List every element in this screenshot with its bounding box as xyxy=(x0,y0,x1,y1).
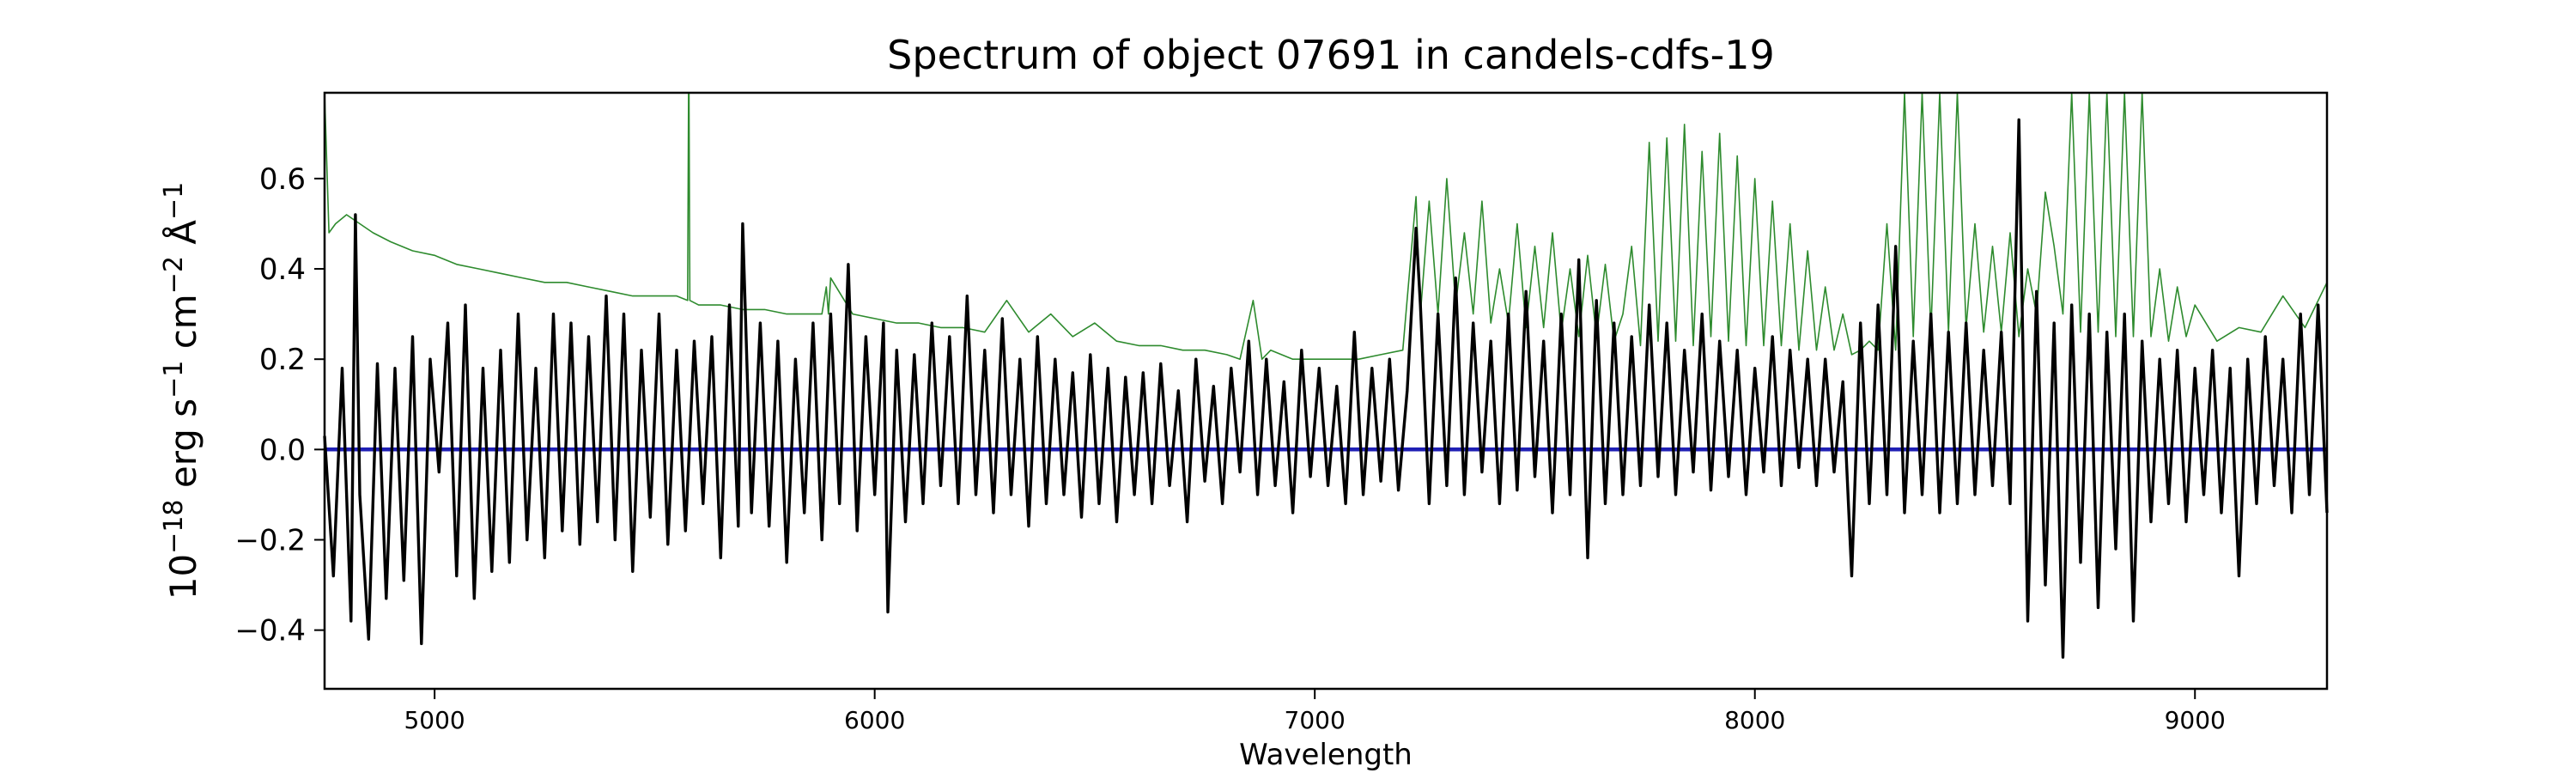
y-tick-label: 0.2 xyxy=(259,343,306,377)
y-tick-label: 0.0 xyxy=(259,433,306,467)
series-layer xyxy=(323,92,2329,659)
x-axis-ticks: 5000 6000 7000 8000 9000 xyxy=(404,689,2226,734)
y-label-exp3: −2 xyxy=(159,256,189,294)
x-tick-label: 8000 xyxy=(1724,706,1785,734)
series-line-flux xyxy=(323,118,2329,659)
plot-area xyxy=(323,91,2329,691)
y-axis-ticks: −0.4 −0.2 0.0 0.2 0.4 0.6 xyxy=(234,162,325,648)
y-axis-label: 10−18 erg s−1 cm−2 Å−1 xyxy=(159,182,204,600)
x-tick-label: 7000 xyxy=(1285,706,1346,734)
y-tick-label: 0.4 xyxy=(259,253,306,287)
y-label-exp1: −18 xyxy=(159,500,189,554)
y-tick-label: 0.6 xyxy=(259,162,306,197)
y-label-unit1: erg s xyxy=(162,399,204,500)
x-tick-label: 6000 xyxy=(844,706,905,734)
y-tick-label: −0.4 xyxy=(234,614,306,648)
x-tick-label: 5000 xyxy=(404,706,465,734)
x-tick-label: 9000 xyxy=(2165,706,2226,734)
x-axis-label: Wavelength xyxy=(1239,738,1413,772)
chart-title: Spectrum of object 07691 in candels-cdfs… xyxy=(887,32,1775,78)
y-label-unit3: Å xyxy=(161,220,204,256)
y-label-exp4: −1 xyxy=(159,182,189,220)
y-tick-label: −0.2 xyxy=(234,524,306,558)
y-label-unit2: cm xyxy=(162,294,204,360)
y-label-exp2: −1 xyxy=(159,361,189,399)
plot-frame xyxy=(323,91,2329,691)
y-label-base: 10 xyxy=(162,554,204,600)
